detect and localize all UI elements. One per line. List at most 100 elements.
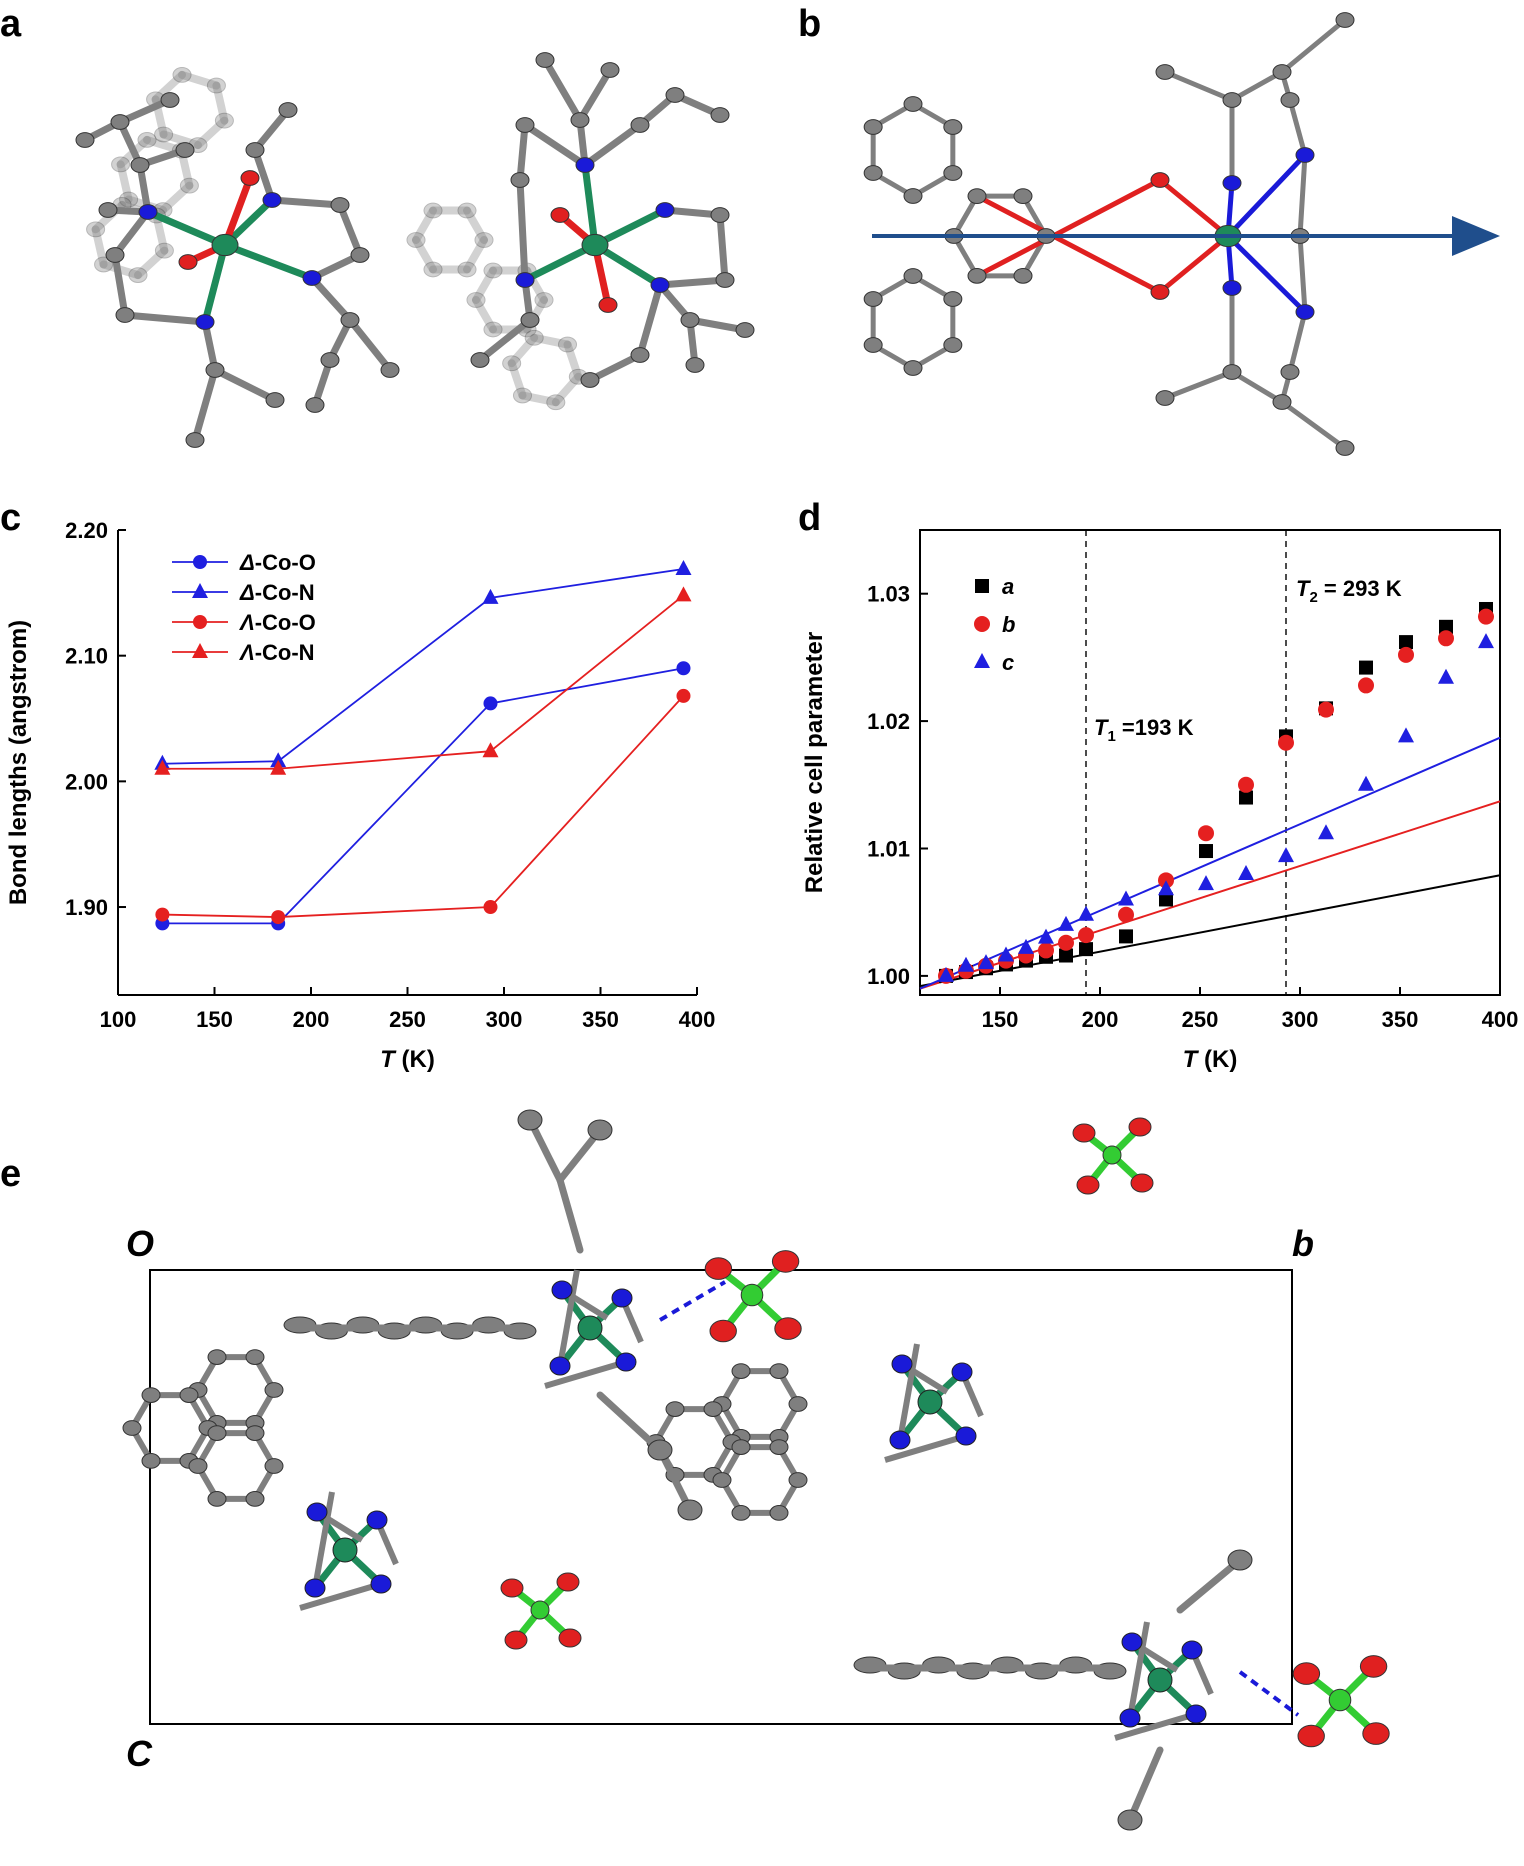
panel-label-d: d: [798, 497, 821, 539]
bond: [159, 130, 202, 150]
transition-sub: 2: [1309, 589, 1317, 606]
carbon-atom: [1222, 92, 1242, 108]
carbon-atom: [94, 256, 114, 273]
data-point: [482, 742, 499, 758]
legend-label: Λ-Co-O: [239, 610, 316, 635]
transition-label: T2 = 293 K: [1296, 576, 1402, 606]
panel-label-c: c: [0, 497, 21, 539]
carbon-atom: [630, 347, 650, 363]
carbon-atom: [207, 1425, 227, 1441]
carbon-atom: [245, 142, 265, 158]
carbon-atom: [1272, 394, 1292, 410]
oxygen-atom: [1150, 284, 1170, 300]
nitrogen-atom: [1295, 147, 1315, 163]
legend-name: -Co-O: [255, 610, 316, 635]
x-axis-title: T (K): [380, 1046, 435, 1073]
carbon-atom: [769, 1439, 789, 1455]
carbon-atom: [86, 221, 106, 238]
data-point: [483, 900, 498, 915]
carbon-atom: [665, 1401, 685, 1417]
plot-frame: [919, 529, 1501, 996]
carbon-atom: [141, 1453, 161, 1469]
bond: [1279, 399, 1348, 451]
nitrogen-atom: [515, 272, 535, 288]
data-point: [1398, 646, 1414, 663]
chlorine-atom: [530, 1600, 550, 1620]
bond: [91, 225, 108, 269]
bond: [463, 236, 488, 274]
carbon-atom: [1155, 64, 1175, 80]
carbon-atom: [245, 1349, 265, 1365]
bond: [133, 246, 169, 280]
transition-var: T: [1296, 576, 1311, 601]
bond: [212, 81, 229, 125]
bond: [541, 56, 584, 124]
bond: [412, 236, 437, 274]
data-point: [155, 907, 170, 922]
data-point: [482, 588, 499, 604]
bond: [974, 193, 1163, 295]
oxygen-atom: [704, 1257, 733, 1280]
bond: [521, 121, 589, 169]
carbon-atom: [423, 261, 443, 278]
carbon-atom: [502, 355, 522, 372]
cobalt-complex: [544, 1269, 644, 1389]
chlorine-atom: [1102, 1145, 1122, 1165]
cell-label-b: b: [1292, 1223, 1314, 1264]
carbon-atom: [647, 1439, 673, 1461]
carbon-atom: [863, 165, 883, 181]
carbon-atom: [517, 1109, 543, 1131]
bond: [563, 340, 583, 381]
carbon-atom: [128, 267, 148, 283]
legend-marker: [193, 555, 207, 569]
bond: [221, 241, 316, 282]
perchlorate-anion: [500, 1572, 582, 1650]
bond: [1114, 1711, 1197, 1741]
carbon-atom: [305, 397, 325, 413]
carbon-atom: [520, 312, 540, 328]
bond: [178, 70, 221, 90]
series-line: [162, 695, 685, 918]
cobalt-atom: [577, 1315, 603, 1341]
carbon-atom: [160, 92, 180, 108]
oxygen-atom: [1297, 1724, 1325, 1748]
carbon-atom: [943, 291, 963, 307]
bond: [507, 333, 539, 368]
data-point: [1278, 734, 1294, 751]
carbon-atom: [712, 1472, 732, 1488]
carbon-atom: [340, 312, 360, 328]
carbon-atom: [265, 392, 285, 408]
bond: [201, 318, 219, 374]
oxygen-atom: [178, 254, 198, 270]
bond: [518, 391, 560, 407]
y-tick-label: 1.03: [867, 582, 910, 607]
bond: [530, 333, 572, 349]
oxygen-atom: [1359, 1655, 1388, 1678]
oxygen-atom: [1292, 1662, 1321, 1685]
data-point: [1059, 948, 1073, 963]
bond: [884, 1433, 967, 1463]
nitrogen-atom: [366, 1510, 388, 1530]
legend-name: -Co-N: [255, 580, 315, 605]
data-point: [1278, 847, 1294, 863]
carbon-atom: [264, 1382, 284, 1398]
cobalt-atom: [332, 1537, 358, 1563]
bond: [1279, 17, 1348, 75]
y-tick-label: 1.01: [867, 836, 910, 861]
cell-label-c: C: [126, 1733, 153, 1774]
data-point: [1478, 633, 1494, 649]
bond: [636, 281, 664, 359]
x-tick-label: 100: [100, 1007, 137, 1032]
carbon-atom: [558, 336, 578, 353]
x-tick-label: 150: [982, 1007, 1019, 1032]
perchlorate-anion: [704, 1250, 802, 1343]
series-line: [162, 594, 685, 770]
data-point: [1399, 635, 1413, 650]
data-point: [1058, 915, 1074, 931]
carbon-atom: [863, 119, 883, 135]
molecule-delta: [75, 67, 400, 448]
edge-on-ligand: [853, 1656, 1127, 1680]
carbon-atom: [677, 1499, 703, 1521]
y-tick-label: 2.00: [65, 769, 108, 794]
fit-line: [919, 800, 1501, 990]
